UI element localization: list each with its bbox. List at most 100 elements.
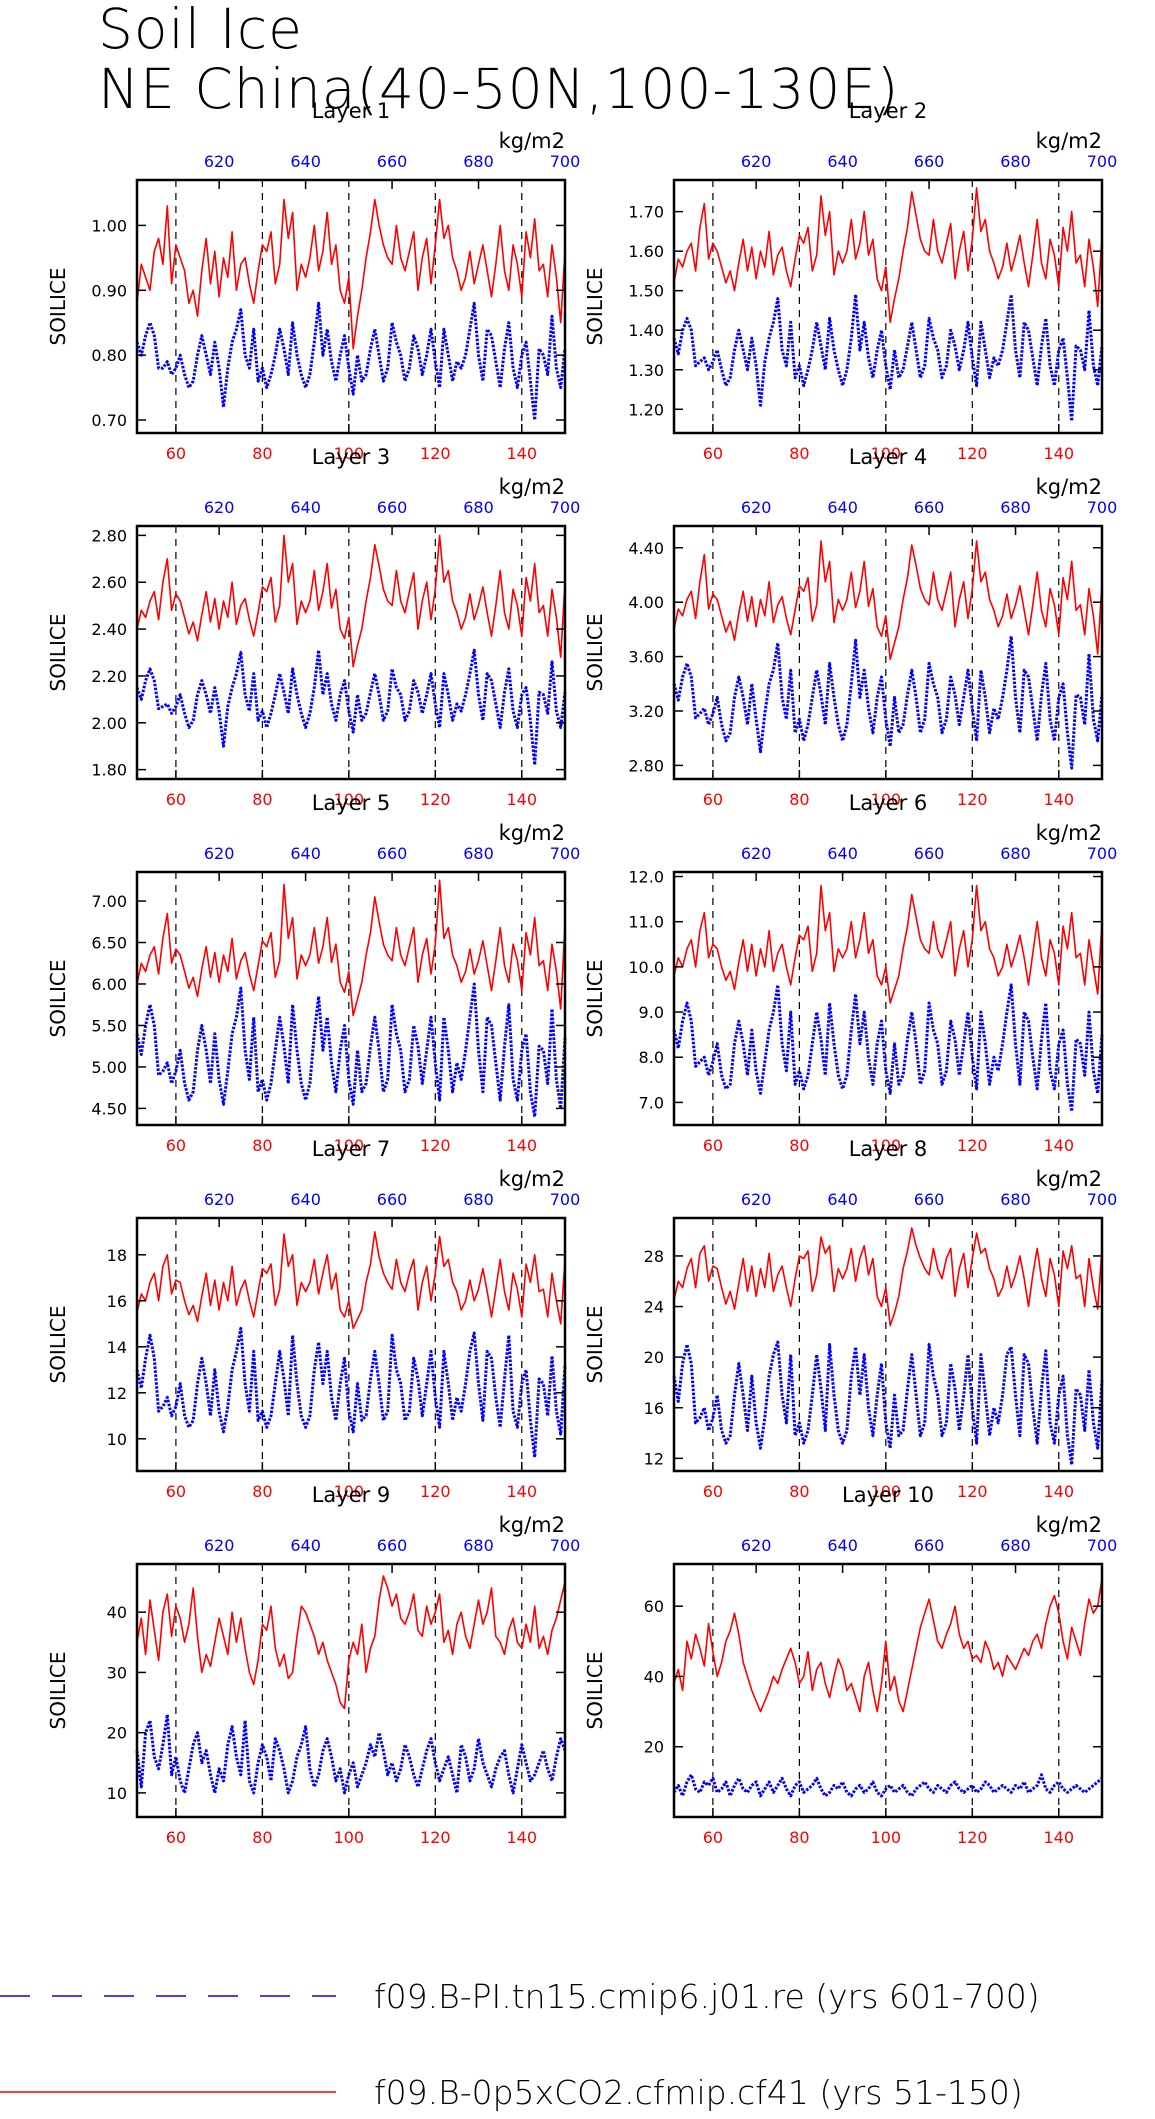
y-tick-label: 18 bbox=[107, 1246, 127, 1265]
x-tick-label-top: 640 bbox=[290, 498, 321, 517]
y-tick-label: 12.0 bbox=[628, 868, 664, 887]
x-tick-label-bottom: 80 bbox=[252, 1828, 272, 1847]
units-label: kg/m2 bbox=[1036, 821, 1102, 845]
x-tick-label-top: 660 bbox=[914, 844, 945, 863]
x-tick-label-bottom: 60 bbox=[166, 1828, 186, 1847]
x-tick-label-top: 620 bbox=[741, 1536, 772, 1555]
chart-panel-2: 1.20 1.30 1.40 1.50 1.60 1.70 60 80 100 120 140 620… bbox=[583, 99, 1117, 463]
series-line-blue bbox=[672, 983, 1104, 1113]
chart-panel-8: 12 16 20 24 28 60 80 100 120 140 620 640 660 680 700kg… bbox=[583, 1137, 1117, 1501]
x-tick-label-top: 640 bbox=[827, 1536, 858, 1555]
x-tick-label-bottom: 140 bbox=[506, 444, 537, 463]
x-tick-label-bottom: 80 bbox=[789, 1482, 809, 1501]
x-tick-label-top: 660 bbox=[914, 1536, 945, 1555]
x-tick-label-top: 700 bbox=[1087, 844, 1118, 863]
y-tick-label: 0.90 bbox=[91, 281, 127, 300]
x-tick-label-top: 680 bbox=[1000, 1536, 1031, 1555]
units-label: kg/m2 bbox=[1036, 1513, 1102, 1537]
x-tick-label-top: 620 bbox=[741, 1190, 772, 1209]
y-axis-label: SOILICE bbox=[583, 614, 607, 692]
panel-title: Layer 5 bbox=[312, 791, 391, 815]
x-tick-label-bottom: 80 bbox=[252, 1482, 272, 1501]
y-tick-label: 0.70 bbox=[91, 411, 127, 430]
y-tick-label: 14 bbox=[107, 1338, 127, 1357]
x-tick-label-bottom: 60 bbox=[703, 1482, 723, 1501]
x-tick-label-top: 660 bbox=[377, 152, 408, 171]
y-tick-label: 5.50 bbox=[91, 1016, 127, 1035]
x-tick-label-bottom: 100 bbox=[871, 444, 902, 463]
units-label: kg/m2 bbox=[1036, 129, 1102, 153]
x-tick-label-bottom: 140 bbox=[1043, 1136, 1074, 1155]
x-tick-label-top: 680 bbox=[1000, 152, 1031, 171]
y-tick-label: 1.50 bbox=[628, 282, 664, 301]
x-tick-label-bottom: 80 bbox=[789, 790, 809, 809]
y-tick-label: 28 bbox=[644, 1247, 664, 1266]
y-axis-label: SOILICE bbox=[583, 960, 607, 1038]
x-tick-label-bottom: 80 bbox=[789, 1136, 809, 1155]
y-tick-label: 1.80 bbox=[91, 761, 127, 780]
y-tick-label: 1.00 bbox=[91, 216, 127, 235]
y-tick-label: 10 bbox=[107, 1430, 127, 1449]
y-axis-label: SOILICE bbox=[46, 960, 70, 1038]
plot-frame bbox=[135, 1216, 567, 1473]
y-tick-label: 10 bbox=[107, 1784, 127, 1803]
y-axis-label: SOILICE bbox=[583, 1306, 607, 1384]
x-tick-label-bottom: 140 bbox=[506, 1482, 537, 1501]
y-axis-label: SOILICE bbox=[46, 1306, 70, 1384]
x-tick-label-top: 680 bbox=[463, 1190, 494, 1209]
panel-title: Layer 1 bbox=[312, 99, 391, 123]
y-tick-label: 12 bbox=[107, 1384, 127, 1403]
units-label: kg/m2 bbox=[499, 1513, 565, 1537]
x-tick-label-top: 660 bbox=[377, 1190, 408, 1209]
x-tick-label-bottom: 80 bbox=[252, 1136, 272, 1155]
y-tick-label: 10.0 bbox=[628, 958, 664, 977]
series-line-red bbox=[673, 540, 1103, 661]
y-tick-label: 2.20 bbox=[91, 667, 127, 686]
x-tick-label-top: 660 bbox=[377, 498, 408, 517]
x-tick-label-bottom: 60 bbox=[166, 444, 186, 463]
x-tick-label-top: 700 bbox=[550, 844, 581, 863]
y-tick-label: 2.00 bbox=[91, 714, 127, 733]
y-tick-label: 0.80 bbox=[91, 346, 127, 365]
y-tick-label: 11.0 bbox=[628, 913, 664, 932]
panel-title: Layer 4 bbox=[849, 445, 928, 469]
chart-panel-6: 7.0 8.0 9.0 10.0 11.0 12.0 60 80 100 120 140 620 640… bbox=[583, 791, 1117, 1155]
x-tick-label-bottom: 80 bbox=[789, 1828, 809, 1847]
x-tick-label-bottom: 100 bbox=[871, 1482, 902, 1501]
y-tick-label: 20 bbox=[644, 1348, 664, 1367]
series-line-red bbox=[136, 879, 566, 1017]
y-tick-label: 20 bbox=[644, 1738, 664, 1757]
y-tick-label: 2.80 bbox=[628, 756, 664, 775]
series-line-blue bbox=[135, 982, 567, 1119]
panel-title: Layer 8 bbox=[849, 1137, 928, 1161]
y-tick-label: 8.0 bbox=[639, 1048, 664, 1067]
x-tick-label-bottom: 80 bbox=[252, 790, 272, 809]
x-tick-label-top: 700 bbox=[550, 1536, 581, 1555]
x-tick-label-top: 620 bbox=[741, 152, 772, 171]
y-tick-label: 9.0 bbox=[639, 1003, 664, 1022]
y-tick-label: 16 bbox=[644, 1399, 664, 1418]
x-tick-label-top: 660 bbox=[914, 1190, 945, 1209]
x-tick-label-top: 620 bbox=[204, 1536, 235, 1555]
y-tick-label: 6.50 bbox=[91, 934, 127, 953]
y-tick-label: 6.00 bbox=[91, 975, 127, 994]
x-tick-label-bottom: 140 bbox=[506, 1828, 537, 1847]
x-tick-label-top: 700 bbox=[1087, 1536, 1118, 1555]
y-tick-label: 4.00 bbox=[628, 593, 664, 612]
y-tick-label: 3.20 bbox=[628, 702, 664, 721]
x-tick-label-top: 620 bbox=[204, 844, 235, 863]
x-tick-label-bottom: 120 bbox=[420, 790, 451, 809]
series-line-red bbox=[136, 534, 566, 668]
y-tick-label: 1.30 bbox=[628, 361, 664, 380]
series-line-red bbox=[673, 884, 1103, 1004]
panel-title: Layer 7 bbox=[312, 1137, 391, 1161]
units-label: kg/m2 bbox=[499, 129, 565, 153]
x-tick-label-bottom: 120 bbox=[957, 790, 988, 809]
x-tick-label-top: 620 bbox=[204, 498, 235, 517]
x-tick-label-top: 640 bbox=[827, 152, 858, 171]
units-label: kg/m2 bbox=[1036, 1167, 1102, 1191]
x-tick-label-top: 660 bbox=[914, 498, 945, 517]
x-tick-label-bottom: 120 bbox=[957, 1482, 988, 1501]
legend-label: f09.B-0p5xCO2.cfmip.cf41 (yrs 51-150) bbox=[374, 2073, 1023, 2112]
